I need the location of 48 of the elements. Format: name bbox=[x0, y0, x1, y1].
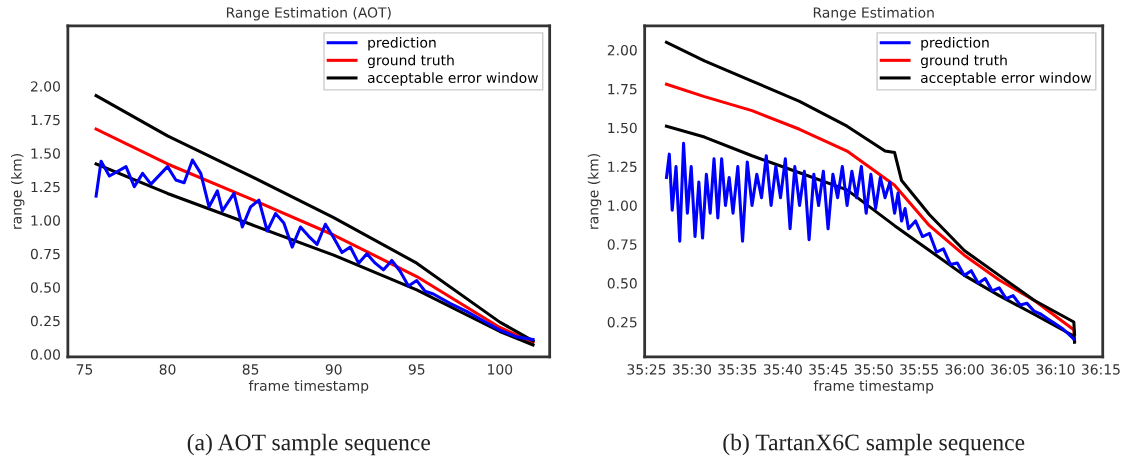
text: (a) AOT sample sequence bbox=[187, 433, 431, 456]
y-tick-label: 0.75 bbox=[607, 239, 637, 250]
legend-label: prediction bbox=[368, 37, 436, 51]
y-tick-label: 1.75 bbox=[608, 84, 637, 95]
y-tick-label: 0.75 bbox=[30, 248, 60, 260]
x-tick-label: 35:30 bbox=[672, 364, 712, 375]
x-tick-label: 35:40 bbox=[763, 364, 802, 375]
y-tick-label: 1.50 bbox=[31, 148, 60, 159]
x-tick-label: 36:05 bbox=[991, 364, 1029, 375]
x-tick-label: 36:10 bbox=[1036, 364, 1075, 375]
x-axis-title: frame timestamp bbox=[813, 380, 934, 394]
x-tick-label: 90 bbox=[325, 364, 342, 375]
y-tick-label: 1.00 bbox=[31, 215, 60, 226]
x-tick-label: 35:55 bbox=[900, 364, 938, 375]
y-tick-label: 1.25 bbox=[608, 161, 637, 173]
y-tick-label: 1.25 bbox=[31, 181, 60, 193]
x-tick-label: 35:25 bbox=[627, 364, 666, 375]
y-tick-label: 2.00 bbox=[607, 44, 637, 56]
x-tick-label: 36:15 bbox=[1081, 364, 1120, 375]
chart-title: Range Estimation (AOT) bbox=[226, 7, 391, 21]
y-tick-label: 1.50 bbox=[608, 122, 637, 134]
x-axis-title: frame timestamp bbox=[248, 380, 369, 394]
y-tick-label: 1.75 bbox=[31, 114, 60, 126]
legend-label: acceptable error window bbox=[920, 72, 1092, 86]
y-tick-label: 0.00 bbox=[30, 349, 60, 360]
y-tick-label: 0.25 bbox=[30, 315, 60, 327]
y-tick-label: 0.25 bbox=[607, 316, 637, 328]
x-tick-label: 80 bbox=[159, 364, 176, 375]
y-tick-label: 0.50 bbox=[607, 278, 637, 289]
y-axis-title: range (km) bbox=[587, 154, 602, 229]
text: (b) TartanX6C sample sequence bbox=[723, 433, 1025, 456]
legend-label: ground truth bbox=[920, 54, 1007, 69]
x-tick-label: 75 bbox=[76, 364, 93, 375]
legend-label: ground truth bbox=[367, 54, 454, 69]
chart-title: Range Estimation bbox=[813, 7, 934, 21]
x-tick-label: 35:45 bbox=[809, 364, 848, 375]
legend-label: acceptable error window bbox=[367, 72, 538, 86]
y-tick-label: 0.50 bbox=[30, 282, 60, 293]
x-tick-label: 36:00 bbox=[945, 364, 984, 375]
y-tick-label: 2.00 bbox=[31, 81, 60, 92]
x-tick-label: 35:35 bbox=[718, 364, 757, 375]
x-tick-label: 35:50 bbox=[854, 364, 893, 375]
y-axis-title: range (km) bbox=[10, 154, 25, 229]
x-tick-label: 85 bbox=[242, 364, 259, 375]
legend-label: prediction bbox=[921, 37, 989, 51]
x-tick-label: 95 bbox=[408, 364, 425, 375]
x-tick-label: 100 bbox=[488, 364, 513, 375]
y-tick-label: 1.00 bbox=[608, 200, 637, 211]
